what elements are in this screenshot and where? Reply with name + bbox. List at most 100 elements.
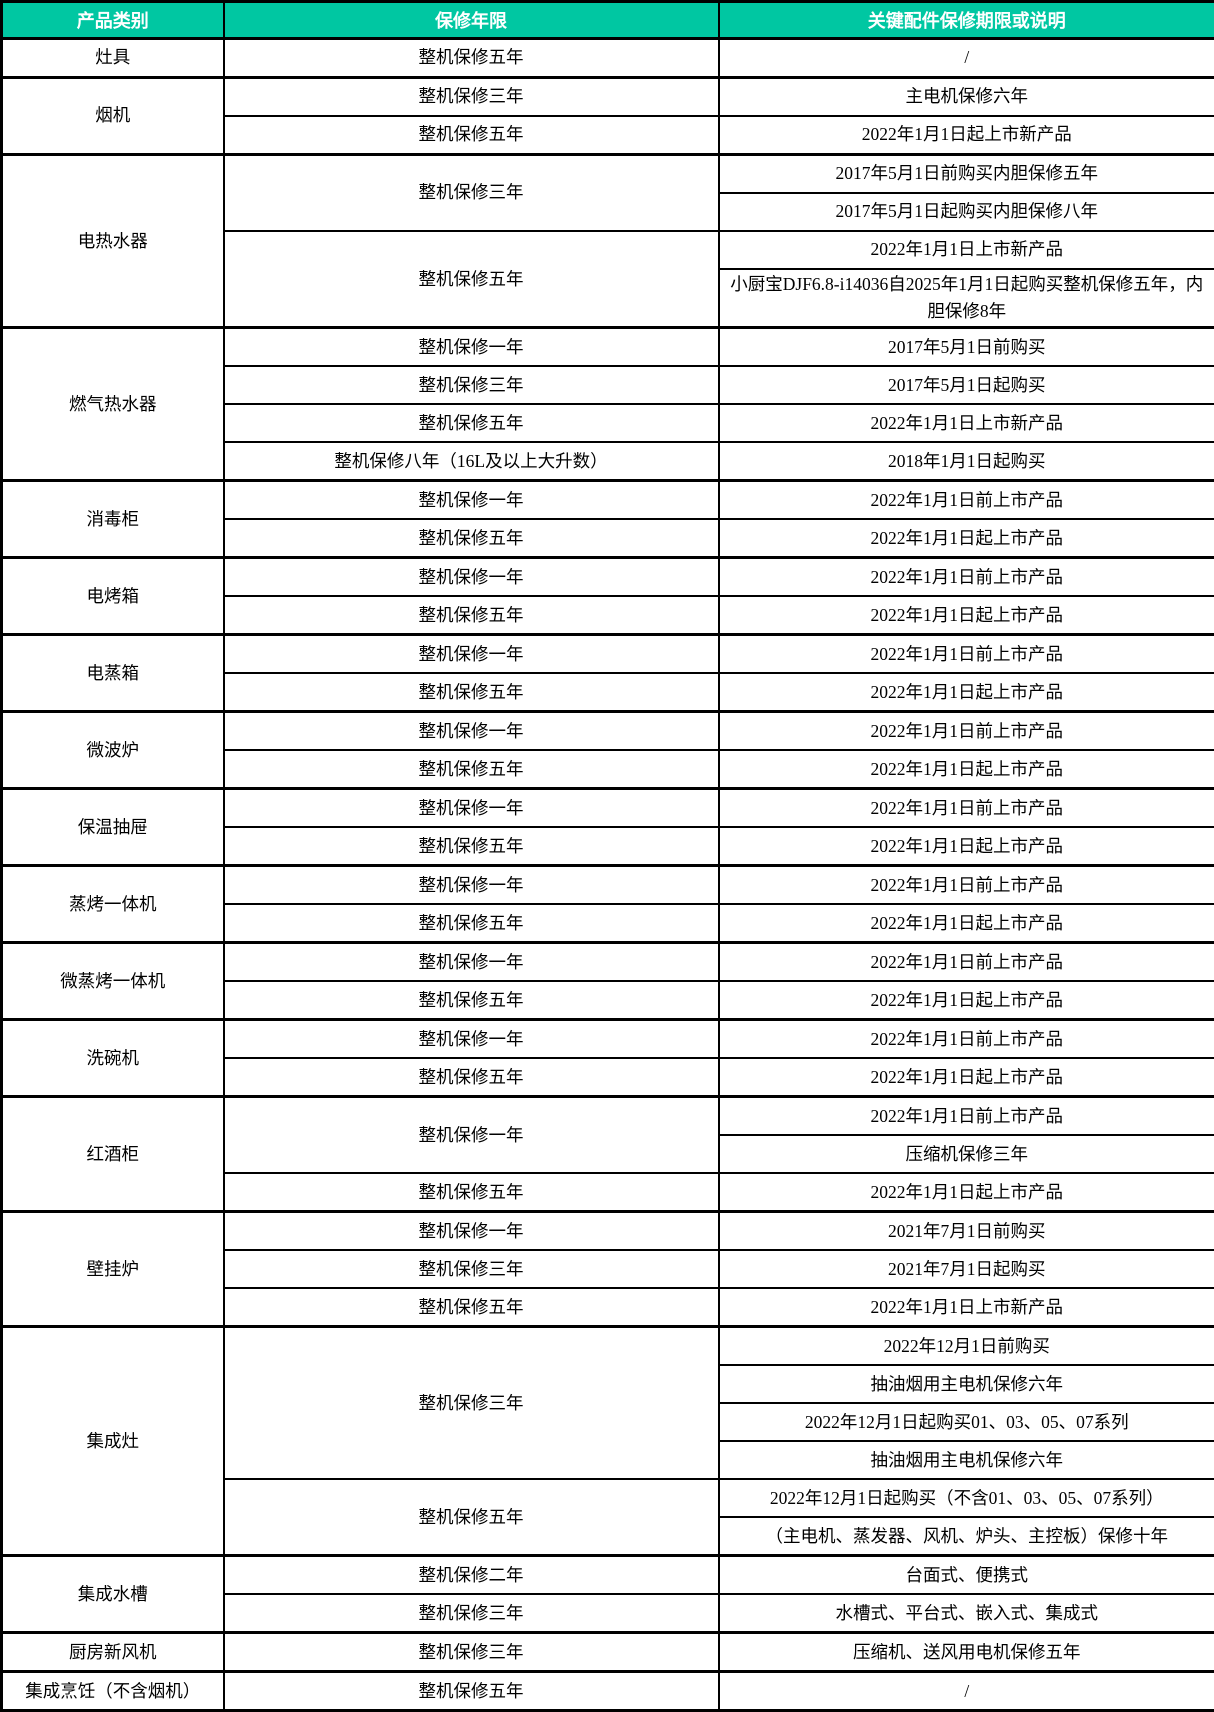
warranty-period-cell: 整机保修一年 [224, 789, 719, 828]
warranty-period-cell: 整机保修五年 [224, 404, 719, 442]
warranty-period-cell: 整机保修一年 [224, 481, 719, 520]
table-row: 集成水槽整机保修二年台面式、便携式 [2, 1556, 1214, 1595]
warranty-period-cell: 整机保修三年 [224, 155, 719, 232]
key-parts-note-cell: 主电机保修六年 [719, 78, 1214, 117]
key-parts-note-cell: 2022年1月1日前上市产品 [719, 1097, 1214, 1136]
key-parts-note-cell: 2022年12月1日起购买01、03、05、07系列 [719, 1403, 1214, 1441]
key-parts-note-cell: 2017年5月1日前购买内胆保修五年 [719, 155, 1214, 194]
key-parts-note-cell: 2022年1月1日起上市新产品 [719, 116, 1214, 155]
key-parts-note-cell: 2021年7月1日前购买 [719, 1212, 1214, 1251]
warranty-period-cell: 整机保修一年 [224, 635, 719, 674]
table-row: 烟机整机保修三年主电机保修六年 [2, 78, 1214, 117]
warranty-period-cell: 整机保修五年 [224, 116, 719, 155]
key-parts-note-cell: 2022年1月1日前上市产品 [719, 558, 1214, 597]
header-row: 产品类别 保修年限 关键配件保修期限或说明 [2, 2, 1214, 39]
key-parts-note-cell: 2022年1月1日上市新产品 [719, 404, 1214, 442]
category-cell: 蒸烤一体机 [2, 866, 224, 943]
category-cell: 集成水槽 [2, 1556, 224, 1633]
warranty-period-cell: 整机保修五年 [224, 904, 719, 943]
warranty-period-cell: 整机保修一年 [224, 712, 719, 751]
warranty-period-cell: 整机保修八年（16L及以上大升数） [224, 442, 719, 481]
warranty-period-cell: 整机保修一年 [224, 328, 719, 367]
key-parts-note-cell: 2022年1月1日起上市产品 [719, 673, 1214, 712]
header-product-category: 产品类别 [2, 2, 224, 39]
key-parts-note-cell: 2021年7月1日起购买 [719, 1250, 1214, 1288]
table-row: 厨房新风机整机保修三年压缩机、送风用电机保修五年 [2, 1633, 1214, 1672]
header-key-parts-note: 关键配件保修期限或说明 [719, 2, 1214, 39]
warranty-period-cell: 整机保修五年 [224, 1479, 719, 1556]
warranty-period-cell: 整机保修三年 [224, 1633, 719, 1672]
key-parts-note-cell: 2022年1月1日起上市产品 [719, 1173, 1214, 1212]
warranty-period-cell: 整机保修五年 [224, 827, 719, 866]
key-parts-note-cell: 2022年12月1日前购买 [719, 1327, 1214, 1366]
key-parts-note-cell: 2022年1月1日起上市产品 [719, 827, 1214, 866]
warranty-period-cell: 整机保修一年 [224, 1020, 719, 1059]
warranty-period-cell: 整机保修一年 [224, 866, 719, 905]
key-parts-note-cell: 2022年1月1日起上市产品 [719, 750, 1214, 789]
warranty-period-cell: 整机保修五年 [224, 750, 719, 789]
warranty-period-cell: 整机保修五年 [224, 1058, 719, 1097]
category-cell: 壁挂炉 [2, 1212, 224, 1327]
category-cell: 消毒柜 [2, 481, 224, 558]
category-cell: 电热水器 [2, 155, 224, 328]
key-parts-note-cell: 2018年1月1日起购买 [719, 442, 1214, 481]
key-parts-note-cell: 2022年1月1日前上市产品 [719, 789, 1214, 828]
key-parts-note-cell: 2022年1月1日起上市产品 [719, 1058, 1214, 1097]
warranty-period-cell: 整机保修五年 [224, 1672, 719, 1711]
warranty-period-cell: 整机保修一年 [224, 1212, 719, 1251]
warranty-period-cell: 整机保修三年 [224, 78, 719, 117]
warranty-period-cell: 整机保修二年 [224, 1556, 719, 1595]
table-row: 灶具整机保修五年/ [2, 39, 1214, 78]
category-cell: 烟机 [2, 78, 224, 155]
key-parts-note-cell: 2022年1月1日前上市产品 [719, 481, 1214, 520]
key-parts-note-cell: 2017年5月1日起购买 [719, 366, 1214, 404]
category-cell: 洗碗机 [2, 1020, 224, 1097]
key-parts-note-cell: （主电机、蒸发器、风机、炉头、主控板）保修十年 [719, 1517, 1214, 1556]
key-parts-note-cell: 2022年1月1日前上市产品 [719, 712, 1214, 751]
key-parts-note-cell: / [719, 39, 1214, 78]
category-cell: 微蒸烤一体机 [2, 943, 224, 1020]
key-parts-note-cell: 2022年1月1日起上市产品 [719, 981, 1214, 1020]
warranty-period-cell: 整机保修三年 [224, 1250, 719, 1288]
table-row: 集成烹饪（不含烟机）整机保修五年/ [2, 1672, 1214, 1711]
category-cell: 灶具 [2, 39, 224, 78]
key-parts-note-cell: 抽油烟用主电机保修六年 [719, 1365, 1214, 1403]
key-parts-note-cell: 2022年1月1日上市新产品 [719, 231, 1214, 269]
warranty-period-cell: 整机保修五年 [224, 1288, 719, 1327]
warranty-period-cell: 整机保修三年 [224, 1594, 719, 1633]
warranty-period-cell: 整机保修一年 [224, 558, 719, 597]
key-parts-note-cell: 2017年5月1日起购买内胆保修八年 [719, 193, 1214, 231]
warranty-period-cell: 整机保修五年 [224, 519, 719, 558]
header-warranty-period: 保修年限 [224, 2, 719, 39]
category-cell: 集成灶 [2, 1327, 224, 1556]
key-parts-note-cell: 2022年1月1日前上市产品 [719, 1020, 1214, 1059]
key-parts-note-cell: 2022年12月1日起购买（不含01、03、05、07系列） [719, 1479, 1214, 1517]
key-parts-note-cell: 2022年1月1日前上市产品 [719, 635, 1214, 674]
category-cell: 集成烹饪（不含烟机） [2, 1672, 224, 1711]
category-cell: 保温抽屉 [2, 789, 224, 866]
category-cell: 电烤箱 [2, 558, 224, 635]
warranty-period-cell: 整机保修一年 [224, 1097, 719, 1174]
warranty-period-cell: 整机保修五年 [224, 231, 719, 328]
category-cell: 厨房新风机 [2, 1633, 224, 1672]
key-parts-note-cell: 2022年1月1日前上市产品 [719, 866, 1214, 905]
key-parts-note-cell: 2022年1月1日起上市产品 [719, 519, 1214, 558]
category-cell: 燃气热水器 [2, 328, 224, 481]
warranty-period-cell: 整机保修五年 [224, 981, 719, 1020]
warranty-period-cell: 整机保修三年 [224, 1327, 719, 1480]
key-parts-note-cell: 台面式、便携式 [719, 1556, 1214, 1595]
category-cell: 电蒸箱 [2, 635, 224, 712]
key-parts-note-cell: 水槽式、平台式、嵌入式、集成式 [719, 1594, 1214, 1633]
category-cell: 红酒柜 [2, 1097, 224, 1212]
warranty-period-cell: 整机保修一年 [224, 943, 719, 982]
